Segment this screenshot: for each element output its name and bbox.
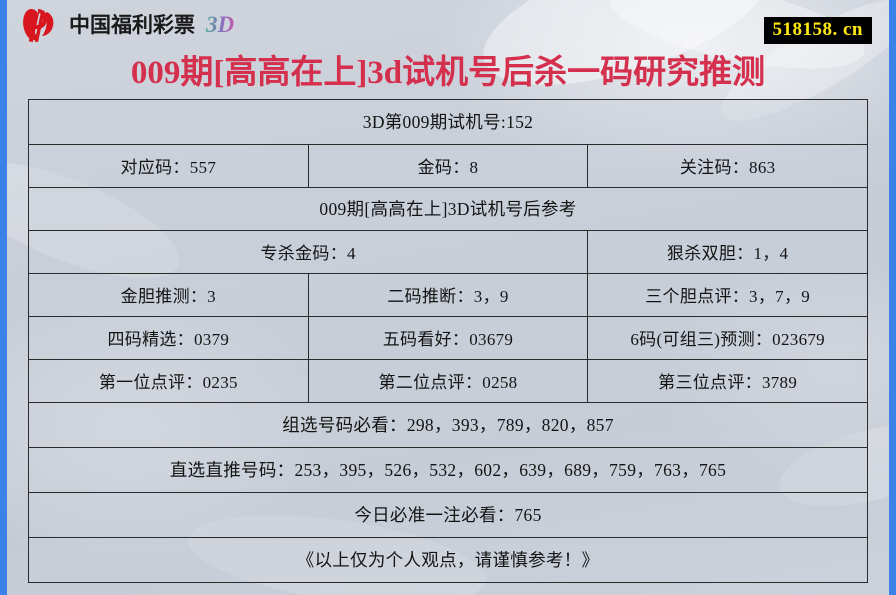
brand-3d-label: 3D: [206, 12, 235, 37]
page-title: 009期[高高在上]3d试机号后杀一码研究推测: [130, 55, 766, 91]
cell-gold-dan-forecast: 金胆推测：3: [28, 272, 309, 317]
table-row-code-picks: 四码精选：0379 五码看好：03679 6码(可组三)预测：023679: [28, 315, 868, 360]
cell-kill-двух-dan: 狠杀双胆：1，4: [587, 229, 868, 274]
cell-group-numbers: 组选号码必看：298，393，789，820，857: [28, 401, 868, 448]
prediction-table: 3D第009期试机号:152 对应码：557 金码：8 关注码：863 009期…: [27, 98, 868, 583]
brand-name: 中国福利彩票: [69, 12, 195, 37]
page-header: 中国福利彩票 3D 518158. cn: [7, 0, 889, 52]
cell-focus-code: 关注码：863: [587, 143, 868, 188]
cell-test-number: 3D第009期试机号:152: [28, 98, 868, 145]
cell-single-bet: 今日必准一注必看：765: [28, 491, 868, 538]
table-row-direct-numbers: 直选直推号码：253，395，526，532，602，639，689，759，7…: [28, 446, 868, 493]
cell-three-dan-comment: 三个胆点评：3，7，9: [587, 272, 868, 317]
cell-first-position-comment: 第一位点评：0235: [28, 358, 309, 403]
table-row-disclaimer: 《以上仅为个人观点，请谨慎参考！》: [28, 536, 868, 583]
cell-kill-gold-code: 专杀金码：4: [27, 229, 589, 274]
table-row-dan: 金胆推测：3 二码推断：3，9 三个胆点评：3，7，9: [28, 272, 868, 317]
table-row-kill: 专杀金码：4 狠杀双胆：1，4: [27, 229, 868, 274]
cell-third-position-comment: 第三位点评：3789: [587, 358, 868, 403]
table-row-positions: 第一位点评：0235 第二位点评：0258 第三位点评：3789: [28, 358, 868, 403]
china-welfare-lottery-logo-icon: [21, 6, 61, 44]
cell-disclaimer: 《以上仅为个人观点，请谨慎参考！》: [28, 536, 868, 583]
brand-logo[interactable]: 中国福利彩票 3D: [21, 6, 234, 44]
cell-gold-code: 金码：8: [307, 143, 589, 188]
table-row-single-bet: 今日必准一注必看：765: [28, 491, 868, 538]
table-row-subtitle: 009期[高高在上]3D试机号后参考: [28, 186, 868, 231]
cell-two-code-inference: 二码推断：3，9: [307, 272, 589, 317]
cell-six-code-pick: 6码(可组三)预测：023679: [587, 315, 868, 360]
table-row-test-number: 3D第009期试机号:152: [28, 98, 868, 145]
table-row-group-numbers: 组选号码必看：298，393，789，820，857: [28, 401, 868, 448]
cell-corresponding-code: 对应码：557: [28, 143, 309, 188]
cell-four-code-pick: 四码精选：0379: [28, 315, 309, 360]
cell-five-code-pick: 五码看好：03679: [307, 315, 589, 360]
cell-second-position-comment: 第二位点评：0258: [307, 358, 589, 403]
cell-direct-numbers: 直选直推号码：253，395，526，532，602，639，689，759，7…: [28, 446, 868, 493]
table-row-codes: 对应码：557 金码：8 关注码：863: [28, 143, 868, 188]
site-watermark-badge: 518158. cn: [763, 17, 872, 44]
cell-reference-subtitle: 009期[高高在上]3D试机号后参考: [28, 186, 868, 231]
